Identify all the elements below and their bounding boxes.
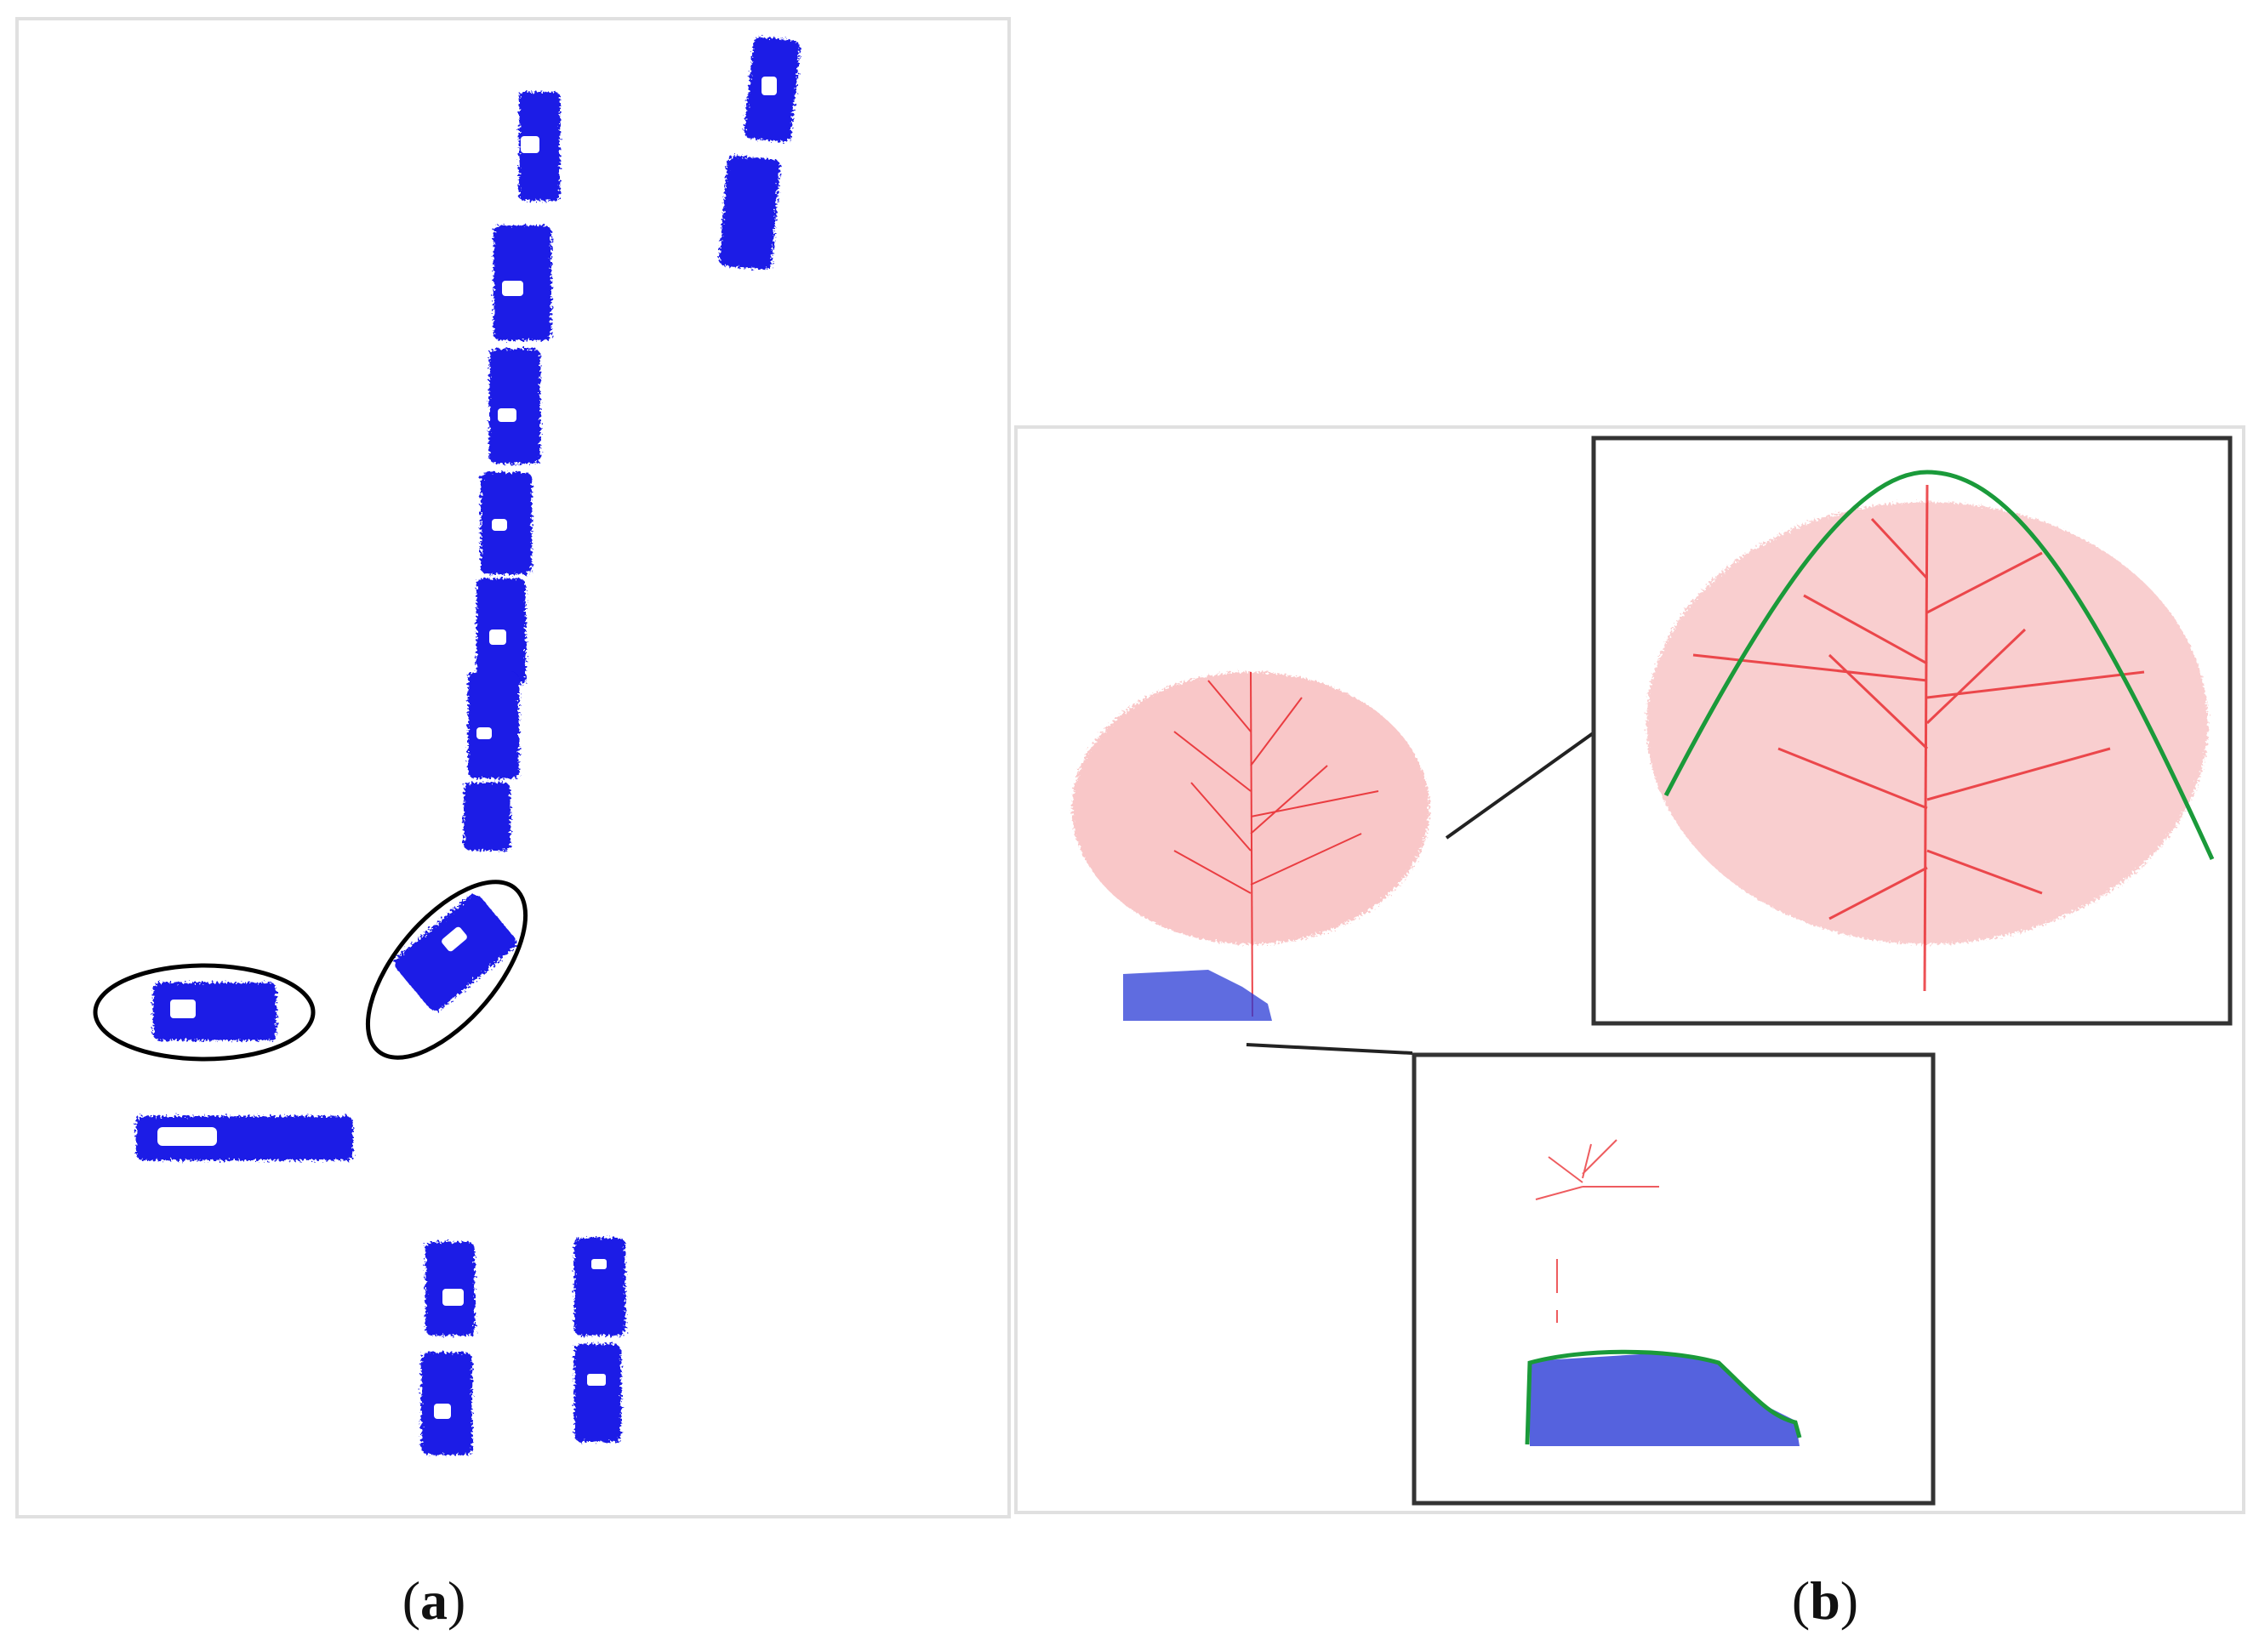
caption-a-open: (	[402, 1570, 420, 1631]
car-point-cluster	[574, 1238, 625, 1336]
caption-b-open: (	[1791, 1570, 1811, 1631]
car-point-cloud-small	[1123, 970, 1272, 1021]
tree-fragment-in-car-inset	[1535, 1139, 1659, 1323]
car-point-cluster	[574, 1344, 621, 1442]
tree-canopy-small	[1072, 672, 1429, 944]
caption-b: (b)	[1731, 1569, 1919, 1632]
connector-tree-inset	[1445, 730, 1597, 840]
car-point-cluster	[394, 894, 516, 1011]
car-point-cluster	[153, 983, 277, 1040]
tree-outline-curve	[1663, 470, 2215, 861]
car-point-cluster	[719, 156, 780, 270]
caption-b-letter: b	[1810, 1570, 1840, 1631]
car-point-cluster	[464, 783, 511, 851]
caption-b-close: )	[1840, 1570, 1859, 1631]
car-window-gaps	[157, 77, 777, 1419]
caption-a-letter: a	[420, 1570, 448, 1631]
parked-cars-point-cloud	[136, 37, 801, 1455]
car-outline-curve	[1525, 1349, 1802, 1445]
tree-canopy-large	[1646, 502, 2208, 944]
car-point-cluster	[489, 349, 540, 464]
caption-a-close: )	[448, 1570, 466, 1631]
highlight-ellipse-horizontal-car	[93, 963, 316, 1062]
caption-a: (a)	[340, 1569, 528, 1632]
connector-car-inset	[1246, 1043, 1413, 1055]
highlight-ellipse-rotated-car	[365, 880, 528, 1060]
car-point-cluster	[468, 672, 519, 778]
